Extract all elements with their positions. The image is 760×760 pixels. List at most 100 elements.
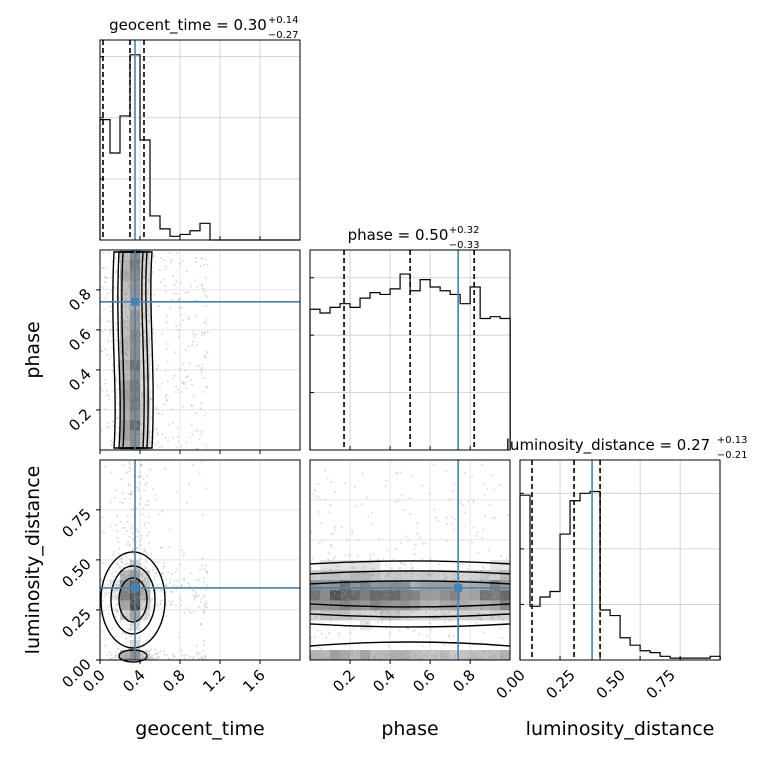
- sample-point: [334, 569, 337, 572]
- sample-point: [190, 379, 193, 382]
- sample-point: [156, 584, 159, 587]
- sample-point: [125, 612, 128, 615]
- sample-point: [371, 567, 374, 570]
- sample-point: [128, 657, 131, 660]
- sample-point: [315, 579, 318, 582]
- sample-point: [143, 597, 146, 600]
- sample-point: [127, 388, 130, 391]
- sample-point: [136, 318, 139, 321]
- sample-point: [318, 657, 321, 660]
- sample-point: [121, 390, 124, 393]
- sample-point: [135, 276, 138, 279]
- sample-point: [363, 610, 366, 613]
- xlabel-geocent-time: geocent_time: [135, 718, 264, 740]
- sample-point: [142, 258, 145, 261]
- sample-point: [330, 568, 333, 571]
- sample-point: [486, 488, 489, 491]
- sample-point: [184, 348, 187, 351]
- sample-point: [200, 401, 203, 404]
- sample-point: [101, 561, 104, 564]
- sample-point: [199, 265, 202, 268]
- sample-point: [128, 657, 131, 660]
- sample-point: [131, 653, 134, 656]
- sample-point: [169, 578, 172, 581]
- sample-point: [125, 637, 128, 640]
- sample-point: [135, 318, 138, 321]
- sample-point: [122, 657, 125, 660]
- sample-point: [491, 474, 494, 477]
- sample-point: [417, 573, 420, 576]
- sample-point: [482, 631, 485, 634]
- sample-point: [329, 504, 332, 507]
- sample-point: [464, 511, 467, 514]
- sample-point: [462, 601, 465, 604]
- sample-point: [104, 592, 107, 595]
- density-cell: [360, 580, 371, 591]
- sample-point: [377, 584, 380, 587]
- sample-point: [180, 649, 183, 652]
- sample-point: [127, 284, 130, 287]
- sample-point: [124, 270, 127, 273]
- sample-point: [125, 543, 128, 546]
- sample-point: [415, 532, 418, 535]
- sample-point: [156, 433, 159, 436]
- sample-point: [147, 313, 150, 316]
- sample-point: [385, 594, 388, 597]
- sample-point: [393, 597, 396, 600]
- sample-point: [106, 353, 109, 356]
- sample-point: [356, 584, 359, 587]
- sample-point: [127, 289, 130, 292]
- sample-point: [141, 592, 144, 595]
- y-tick-label-luminosity-distance: 0.25: [58, 605, 94, 641]
- sample-point: [125, 273, 128, 276]
- sample-point: [422, 595, 425, 598]
- sample-point: [123, 497, 126, 500]
- sample-point: [139, 323, 142, 326]
- sample-point: [121, 501, 124, 504]
- sample-point: [430, 573, 433, 576]
- sample-point: [168, 600, 171, 603]
- sample-point: [203, 602, 206, 605]
- sample-point: [135, 567, 138, 570]
- sample-point: [429, 558, 432, 561]
- sample-point: [115, 654, 118, 657]
- density-cell: [470, 590, 481, 601]
- sample-point: [130, 316, 133, 319]
- sample-point: [128, 392, 131, 395]
- title-sup: +0.32: [449, 225, 480, 236]
- panel-geocent_time-vs-phase: [96, 249, 301, 454]
- sample-point: [171, 408, 174, 411]
- sample-point: [123, 290, 126, 293]
- sample-point: [139, 564, 142, 567]
- sample-point: [127, 280, 130, 283]
- sample-point: [495, 595, 498, 598]
- sample-point: [113, 496, 116, 499]
- sample-point: [187, 345, 190, 348]
- sample-point: [139, 593, 142, 596]
- sample-point: [314, 616, 317, 619]
- sample-point: [130, 344, 133, 347]
- sample-point: [138, 596, 141, 599]
- sample-point: [156, 408, 159, 411]
- sample-point: [119, 501, 122, 504]
- sample-point: [138, 340, 141, 343]
- axes-frame: [309, 249, 511, 451]
- sample-point: [139, 260, 142, 263]
- density-cell: [420, 570, 431, 581]
- sample-point: [142, 506, 145, 509]
- sample-point: [126, 426, 129, 429]
- sample-point: [129, 417, 132, 420]
- sample-point: [395, 472, 398, 475]
- sample-point: [445, 516, 448, 519]
- sample-point: [100, 330, 103, 333]
- sample-point: [327, 590, 330, 593]
- sample-point: [453, 653, 456, 656]
- sample-point: [117, 427, 120, 430]
- sample-point: [434, 609, 437, 612]
- sample-point: [389, 619, 392, 622]
- sample-point: [131, 368, 134, 371]
- sample-point: [100, 349, 103, 352]
- sample-point: [398, 567, 401, 570]
- sample-point: [461, 597, 464, 600]
- density-cell: [360, 650, 371, 661]
